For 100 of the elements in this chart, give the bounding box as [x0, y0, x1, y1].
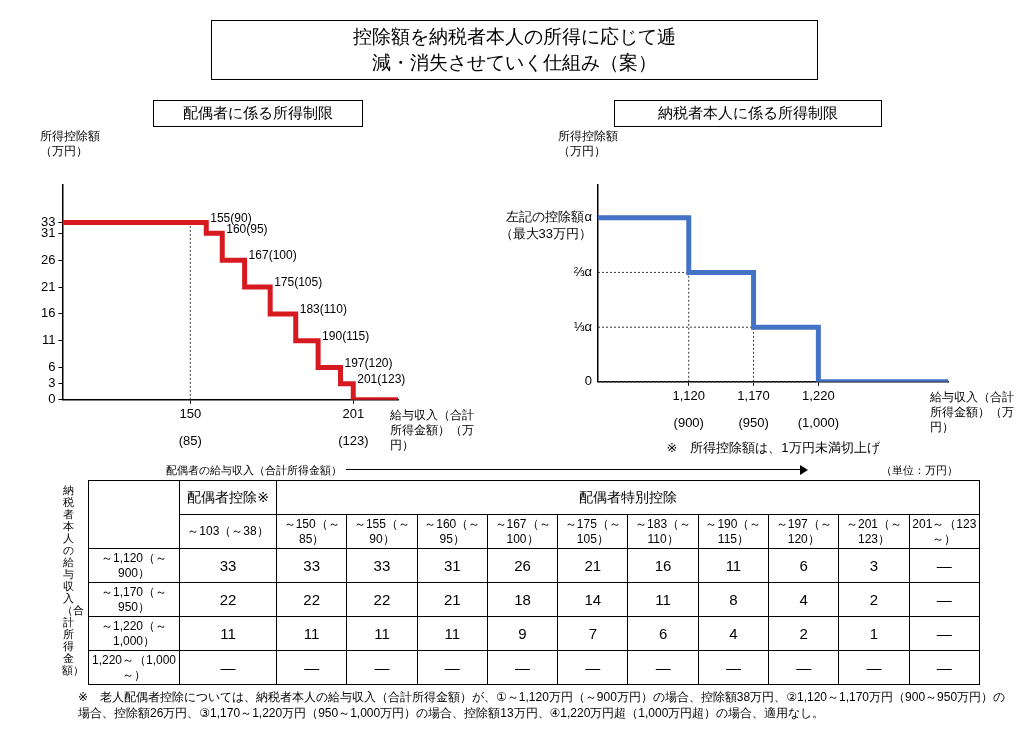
annotation: 190(115)	[322, 329, 370, 344]
data-label: 2	[768, 616, 839, 651]
text: （単位：万円）	[881, 462, 958, 478]
data-label: 18	[487, 582, 558, 617]
text: —	[585, 659, 601, 676]
text: —	[866, 659, 882, 676]
text: —	[796, 659, 812, 676]
x-axis-title: 給与収入（合計所得金額）（万円）	[929, 390, 1014, 435]
text: —	[936, 557, 952, 574]
x-tick-label: 1,220	[802, 388, 835, 404]
data-label: 11	[179, 616, 277, 651]
x2-tick-label: (85)	[178, 432, 202, 448]
text: —	[444, 659, 460, 676]
text: 配偶者特別控除	[276, 480, 980, 515]
data-label: 11	[698, 548, 769, 583]
text: —	[725, 659, 741, 676]
chart-title: 納税者本人に係る所得制限	[614, 100, 882, 127]
y-axis-title: 所得控除額（万円）	[558, 129, 618, 159]
text: —	[655, 659, 671, 676]
x-tick-label: ～175（～105）	[557, 514, 628, 549]
data-label: 33	[276, 548, 347, 583]
x2-tick-label: (900)	[673, 414, 704, 430]
text: —	[936, 659, 952, 676]
data-label: 21	[417, 582, 488, 617]
y-axis-title: 所得控除額（万円）	[40, 129, 100, 159]
text: —	[220, 659, 236, 676]
y-tick-label: 0	[48, 391, 56, 407]
data-label: 6	[768, 548, 839, 583]
data-label: 7	[557, 616, 628, 651]
y-tick-label: ～1,120（～900）	[88, 548, 180, 583]
data-label: 8	[698, 582, 769, 617]
annotation: 167(100)	[248, 248, 297, 263]
x-tick-label: ～190（～115）	[698, 514, 769, 549]
data-label: 16	[627, 548, 699, 583]
data-label: 3	[838, 548, 910, 583]
data-label: 9	[487, 616, 558, 651]
data-label: 31	[417, 548, 488, 583]
data-label: 22	[276, 582, 347, 617]
text: 納税者本人の給与収入（合計所得金額）	[62, 484, 84, 676]
x2-tick-label: (123)	[338, 432, 369, 448]
ref-line-label: 0	[584, 373, 592, 389]
x-tick-label: ～183（～110）	[627, 514, 699, 549]
x-axis-title: 給与収入（合計所得金額）（万円）	[389, 408, 474, 453]
x-tick-label: ～160（～95）	[417, 514, 488, 549]
data-label: 11	[417, 616, 488, 651]
y-tick-label: 1,220～（1,000～）	[88, 650, 180, 685]
y-tick-label: ～1,170（～950）	[88, 582, 180, 617]
data-label: 14	[557, 582, 628, 617]
text: —	[515, 659, 531, 676]
y-tick-label: 11	[41, 332, 56, 348]
text: 控除額を納税者本人の所得に応じて逓減・消失させていく仕組み（案）	[352, 25, 677, 75]
data-label: 4	[698, 616, 769, 651]
x2-tick-label: (1,000)	[797, 414, 839, 430]
x-tick-label: 1,170	[737, 388, 770, 404]
y-tick-label: ～1,220（～1,000）	[88, 616, 180, 651]
x-tick-label: ～201（～123）	[838, 514, 910, 549]
data-label: 26	[487, 548, 558, 583]
data-label: 33	[179, 548, 277, 583]
data-label: 22	[346, 582, 418, 617]
data-label: 22	[179, 582, 277, 617]
text: ※ 所得控除額は、1万円未満切上げ	[666, 440, 881, 456]
x-tick-label: 201	[342, 406, 365, 422]
x2-tick-label: (950)	[738, 414, 769, 430]
x-tick-label: ～155（～90）	[346, 514, 418, 549]
ref-line-label: ⅔α	[573, 263, 593, 279]
chart-subtitle: 配偶者に係る所得制限	[153, 100, 363, 127]
data-label: 1	[838, 616, 910, 651]
data-label: 33	[346, 548, 418, 583]
y-tick-label: 21	[40, 278, 56, 294]
x-tick-label: ～197（～120）	[768, 514, 839, 549]
ref-line-label: ⅓α	[573, 318, 593, 334]
x-tick-label: ～103（～38）	[179, 514, 277, 549]
x-tick-label: ～150（～85）	[276, 514, 347, 549]
annotation: 201(123)	[357, 372, 406, 386]
x-axis-title: 配偶者の給与収入（合計所得金額）	[166, 462, 342, 478]
x-tick-label: 1,120	[672, 388, 706, 404]
data-label: 11	[346, 616, 418, 651]
text: ※ 老人配偶者控除については、納税者本人の給与収入（合計所得金額）が、①～1,120万円（～900万円）の場合、控除額38万円、②1,120～1,170万円（900～950万円）の場合、控除額26万円、③1,170～1,220万円（950～1,000万円）の場合、控除額13万円、④1,220万円超（1,000万円超）の場合、適用なし。	[78, 689, 1007, 721]
y-tick-label: 6	[48, 359, 56, 375]
x-tick-label: 201～（123～）	[909, 514, 980, 549]
annotation: 197(120)	[344, 355, 393, 370]
x-tick-label: 150	[179, 406, 202, 422]
data-label: 11	[276, 616, 347, 651]
text: 配偶者控除※	[179, 480, 277, 515]
annotation: 183(110)	[299, 302, 347, 317]
x-tick-label: ～167（～100）	[487, 514, 558, 549]
data-label: 6	[627, 616, 699, 651]
text: —	[936, 591, 952, 608]
data-label: 21	[557, 548, 628, 583]
y-tick-label: 3	[48, 375, 56, 391]
data-label: 4	[768, 582, 839, 617]
y-tick-label: 26	[40, 251, 56, 267]
text: —	[936, 625, 952, 642]
text: —	[374, 659, 390, 676]
data-label: 11	[627, 582, 699, 617]
data-label: 2	[838, 582, 910, 617]
y-tick-label: 16	[40, 305, 56, 321]
annotation: 175(105)	[274, 275, 323, 290]
annotation: 左記の控除額α（最大33万円）	[499, 209, 593, 242]
text: —	[304, 659, 320, 676]
